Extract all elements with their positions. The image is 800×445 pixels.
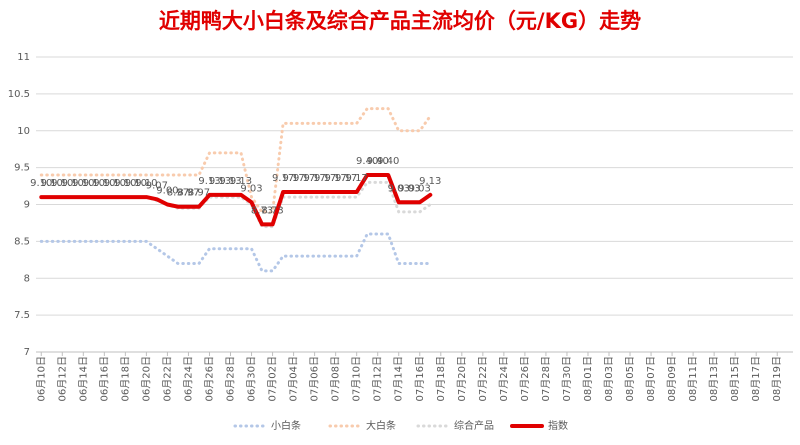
data-label: 9.17 bbox=[272, 173, 294, 184]
x-tick-label: 08月17日 bbox=[750, 356, 762, 401]
x-tick-label: 07月06日 bbox=[309, 356, 321, 401]
data-label: 9.40 bbox=[367, 156, 389, 167]
x-tick-label: 06月20日 bbox=[140, 356, 152, 401]
x-tick-label: 07月24日 bbox=[498, 356, 510, 401]
data-label: 9.10 bbox=[125, 178, 147, 189]
x-tick-label: 06月28日 bbox=[225, 356, 237, 401]
data-label: 9.17 bbox=[293, 173, 315, 184]
data-label: 9.03 bbox=[398, 183, 420, 194]
x-tick-label: 07月18日 bbox=[435, 356, 447, 401]
legend-label: 大白条 bbox=[366, 419, 396, 432]
x-tick-label: 06月30日 bbox=[246, 356, 258, 401]
data-label: 8.73 bbox=[261, 205, 283, 216]
chart-title: 近期鸭大小白条及综合产品主流均价（元/KG）走势 bbox=[159, 9, 641, 33]
legend-label: 综合产品 bbox=[454, 419, 494, 432]
x-tick-label: 07月10日 bbox=[351, 356, 363, 401]
x-tick-label: 08月03日 bbox=[603, 356, 615, 401]
data-label: 8.97 bbox=[177, 188, 199, 199]
series-line bbox=[39, 173, 433, 227]
x-tick-label: 07月30日 bbox=[561, 356, 573, 401]
data-label: 9.17 bbox=[282, 173, 304, 184]
data-label: 9.10 bbox=[104, 178, 126, 189]
y-tick-label: 8.5 bbox=[14, 236, 30, 247]
x-tick-label: 08月11日 bbox=[687, 356, 699, 401]
x-tick-label: 07月16日 bbox=[414, 356, 426, 401]
y-tick-label: 11 bbox=[17, 52, 30, 63]
x-tick-label: 06月10日 bbox=[35, 356, 47, 401]
y-tick-label: 10.5 bbox=[8, 89, 30, 100]
x-tick-label: 06月24日 bbox=[182, 356, 194, 401]
data-label: 9.17 bbox=[325, 173, 347, 184]
data-label: 9.10 bbox=[83, 178, 105, 189]
data-label: 9.00 bbox=[156, 186, 178, 197]
data-label: 8.97 bbox=[167, 188, 189, 199]
x-tick-label: 07月12日 bbox=[372, 356, 384, 401]
data-label: 9.10 bbox=[30, 178, 52, 189]
x-tick-label: 08月19日 bbox=[771, 356, 783, 401]
series-line bbox=[39, 232, 432, 273]
x-tick-label: 08月07日 bbox=[645, 356, 657, 401]
data-label: 9.17 bbox=[314, 173, 336, 184]
data-label: 9.10 bbox=[93, 178, 115, 189]
x-tick-label: 07月08日 bbox=[330, 356, 342, 401]
x-tick-label: 06月18日 bbox=[119, 356, 131, 401]
x-tick-label: 07月28日 bbox=[540, 356, 552, 401]
series-line bbox=[39, 107, 432, 214]
y-tick-label: 9.5 bbox=[14, 163, 30, 174]
y-tick-label: 7 bbox=[24, 347, 30, 358]
y-tick-label: 9 bbox=[24, 200, 30, 211]
x-tick-label: 07月04日 bbox=[288, 356, 300, 401]
data-label: 9.10 bbox=[114, 178, 136, 189]
data-label: 9.40 bbox=[356, 156, 378, 167]
data-label: 9.03 bbox=[240, 183, 262, 194]
y-tick-label: 8 bbox=[24, 273, 30, 284]
data-label: 9.13 bbox=[230, 176, 252, 187]
data-label: 9.03 bbox=[388, 183, 410, 194]
x-tick-label: 08月01日 bbox=[582, 356, 594, 401]
data-label: 9.10 bbox=[135, 178, 157, 189]
data-label: 8.97 bbox=[188, 188, 210, 199]
x-tick-label: 06月16日 bbox=[98, 356, 110, 401]
data-label: 9.10 bbox=[41, 178, 63, 189]
data-label: 8.73 bbox=[251, 205, 273, 216]
x-tick-label: 08月15日 bbox=[729, 356, 741, 401]
data-label: 9.40 bbox=[377, 156, 399, 167]
x-tick-label: 07月20日 bbox=[456, 356, 468, 401]
data-label: 9.13 bbox=[419, 176, 441, 187]
x-tick-label: 07月02日 bbox=[267, 356, 279, 401]
x-tick-label: 06月12日 bbox=[56, 356, 68, 401]
data-label: 9.13 bbox=[198, 176, 220, 187]
data-label: 9.07 bbox=[146, 180, 168, 191]
x-tick-label: 07月14日 bbox=[393, 356, 405, 401]
y-tick-label: 10 bbox=[17, 126, 30, 137]
y-tick-label: 7.5 bbox=[14, 310, 30, 321]
legend-label: 小白条 bbox=[271, 419, 301, 432]
x-tick-label: 08月05日 bbox=[624, 356, 636, 401]
x-tick-label: 06月26日 bbox=[203, 356, 215, 401]
data-label: 9.10 bbox=[72, 178, 94, 189]
x-tick-label: 07月22日 bbox=[477, 356, 489, 401]
x-tick-label: 08月09日 bbox=[666, 356, 678, 401]
data-label: 9.03 bbox=[409, 183, 431, 194]
data-label: 9.13 bbox=[219, 176, 241, 187]
x-tick-label: 07月26日 bbox=[519, 356, 531, 401]
data-label: 9.10 bbox=[62, 178, 84, 189]
x-tick-label: 06月14日 bbox=[77, 356, 89, 401]
data-label: 9.17 bbox=[303, 173, 325, 184]
data-label: 9.13 bbox=[209, 176, 231, 187]
x-tick-label: 08月13日 bbox=[708, 356, 720, 401]
data-label: 9.17 bbox=[335, 173, 357, 184]
data-label: 9.10 bbox=[51, 178, 73, 189]
x-tick-label: 06月22日 bbox=[161, 356, 173, 401]
data-label: 9.17 bbox=[346, 173, 368, 184]
legend-label: 指数 bbox=[548, 419, 568, 432]
